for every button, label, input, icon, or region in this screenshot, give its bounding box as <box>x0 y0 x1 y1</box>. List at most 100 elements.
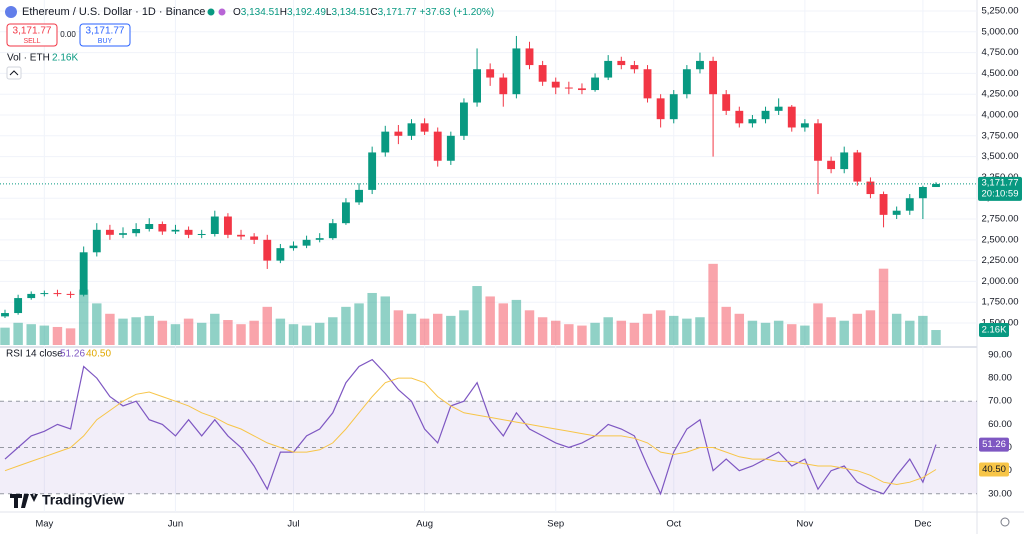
volume-bar <box>367 292 377 345</box>
y-tick-label: 4,250.00 <box>982 89 1019 100</box>
last-value-box <box>979 462 1009 477</box>
y-tick-label: 2,500.00 <box>982 234 1019 245</box>
last-value-label: 51.26 <box>982 439 1006 450</box>
rsi-title: RSI 14 close <box>6 349 63 360</box>
candle-body <box>27 293 36 299</box>
volume-bar <box>708 263 718 345</box>
volume-bar <box>380 296 390 345</box>
candle-body <box>722 94 731 111</box>
candle-body <box>643 69 652 99</box>
volume-bar <box>301 325 312 345</box>
volume-bar <box>629 322 640 345</box>
volume-bar <box>144 315 154 345</box>
volume-label: 2.16K <box>982 325 1007 336</box>
ohlc-legend: O3,134.51H3,192.49L3,134.51C3,171.77 +37.… <box>233 7 494 18</box>
candle-body <box>433 131 442 161</box>
candle-body <box>761 110 770 120</box>
candle-body <box>800 123 809 128</box>
volume-bar <box>773 320 784 345</box>
y-tick-label: 4,500.00 <box>982 68 1019 79</box>
sell-button[interactable] <box>6 23 58 47</box>
volume-bar <box>314 322 325 345</box>
candle-body <box>14 298 23 314</box>
candle-body <box>158 224 167 232</box>
candle-body <box>617 60 626 66</box>
volume-bar <box>328 317 338 345</box>
volume-bar <box>472 286 482 345</box>
x-tick-label: Dec <box>914 519 931 530</box>
volume-bar <box>13 322 23 345</box>
x-tick-label: Aug <box>416 519 433 530</box>
volume-bar <box>170 324 181 345</box>
candle-body <box>66 293 75 295</box>
collapse-button[interactable] <box>6 66 22 80</box>
symbol-title[interactable]: Ethereum / U.S. Dollar · 1D · Binance <box>22 6 205 18</box>
volume-bar <box>931 330 941 345</box>
candle-body <box>328 223 337 239</box>
candle-body <box>499 77 508 95</box>
candle-body <box>669 94 678 120</box>
symbol-icon[interactable] <box>5 6 17 18</box>
candle-body <box>302 239 311 246</box>
candle-body <box>263 239 272 261</box>
candle-body <box>276 248 285 261</box>
candle-body <box>197 233 206 235</box>
candle-body <box>866 181 875 195</box>
candle-body <box>840 152 849 170</box>
volume-bar <box>695 317 705 345</box>
volume-bar <box>747 320 758 345</box>
sell-price[interactable]: 3,171.77 <box>13 26 52 37</box>
volume-bar <box>236 324 246 345</box>
y-tick-label: 2,250.00 <box>982 255 1019 266</box>
y-tick-label: 30.00 <box>988 488 1012 499</box>
candle-body <box>735 110 744 124</box>
candle-body <box>486 69 495 78</box>
y-tick-label: 90.00 <box>988 349 1012 360</box>
x-tick-label: Oct <box>666 519 681 530</box>
candle-body <box>630 65 639 70</box>
y-tick-label: 5,000.00 <box>982 26 1019 37</box>
candle-body <box>460 102 468 136</box>
buy-label[interactable]: BUY <box>98 38 113 45</box>
x-tick-label: May <box>35 519 53 530</box>
status-dot <box>207 8 215 16</box>
volume-bar <box>524 310 535 345</box>
y-tick-label: 2,750.00 <box>982 214 1019 225</box>
rsi-line <box>4 358 937 496</box>
settings-icon[interactable] <box>1000 517 1010 527</box>
volume-bar <box>485 296 495 345</box>
sell-label[interactable]: SELL <box>23 38 40 45</box>
candle-body <box>355 189 363 203</box>
x-tick-label: Nov <box>796 519 813 530</box>
y-tick-label: 70.00 <box>988 396 1012 407</box>
x-tick-label: Sep <box>547 519 564 530</box>
volume-bar <box>682 318 692 345</box>
volume-bar <box>721 306 731 345</box>
candle-body <box>578 88 586 91</box>
legend-item: H <box>280 7 287 18</box>
legend-item: O <box>233 7 241 18</box>
candle-body <box>918 187 927 199</box>
candle-body <box>564 87 573 89</box>
volume-label-box <box>979 323 1009 338</box>
candle-body <box>223 216 232 235</box>
buy-button[interactable] <box>79 23 131 47</box>
volume-bar <box>288 324 299 345</box>
candle-body <box>787 106 796 128</box>
candle-body <box>709 60 718 95</box>
buy-price[interactable]: 3,171.77 <box>86 26 125 37</box>
volume-bar <box>446 315 456 345</box>
candle-body <box>446 135 455 161</box>
candle-body <box>604 60 613 78</box>
volume-bar <box>616 320 627 345</box>
volume-bar <box>787 324 797 345</box>
volume-bar <box>419 318 430 345</box>
volume-bar <box>210 313 220 345</box>
status-icon <box>218 8 226 16</box>
legend-item: 3,192.49 <box>287 7 326 18</box>
volume-bar <box>459 310 469 345</box>
rsi-ma-value: 40.50 <box>86 349 111 360</box>
volume-bar <box>78 289 89 345</box>
y-tick-label: 3,500.00 <box>982 151 1019 162</box>
spread: 0.00 <box>60 30 76 39</box>
